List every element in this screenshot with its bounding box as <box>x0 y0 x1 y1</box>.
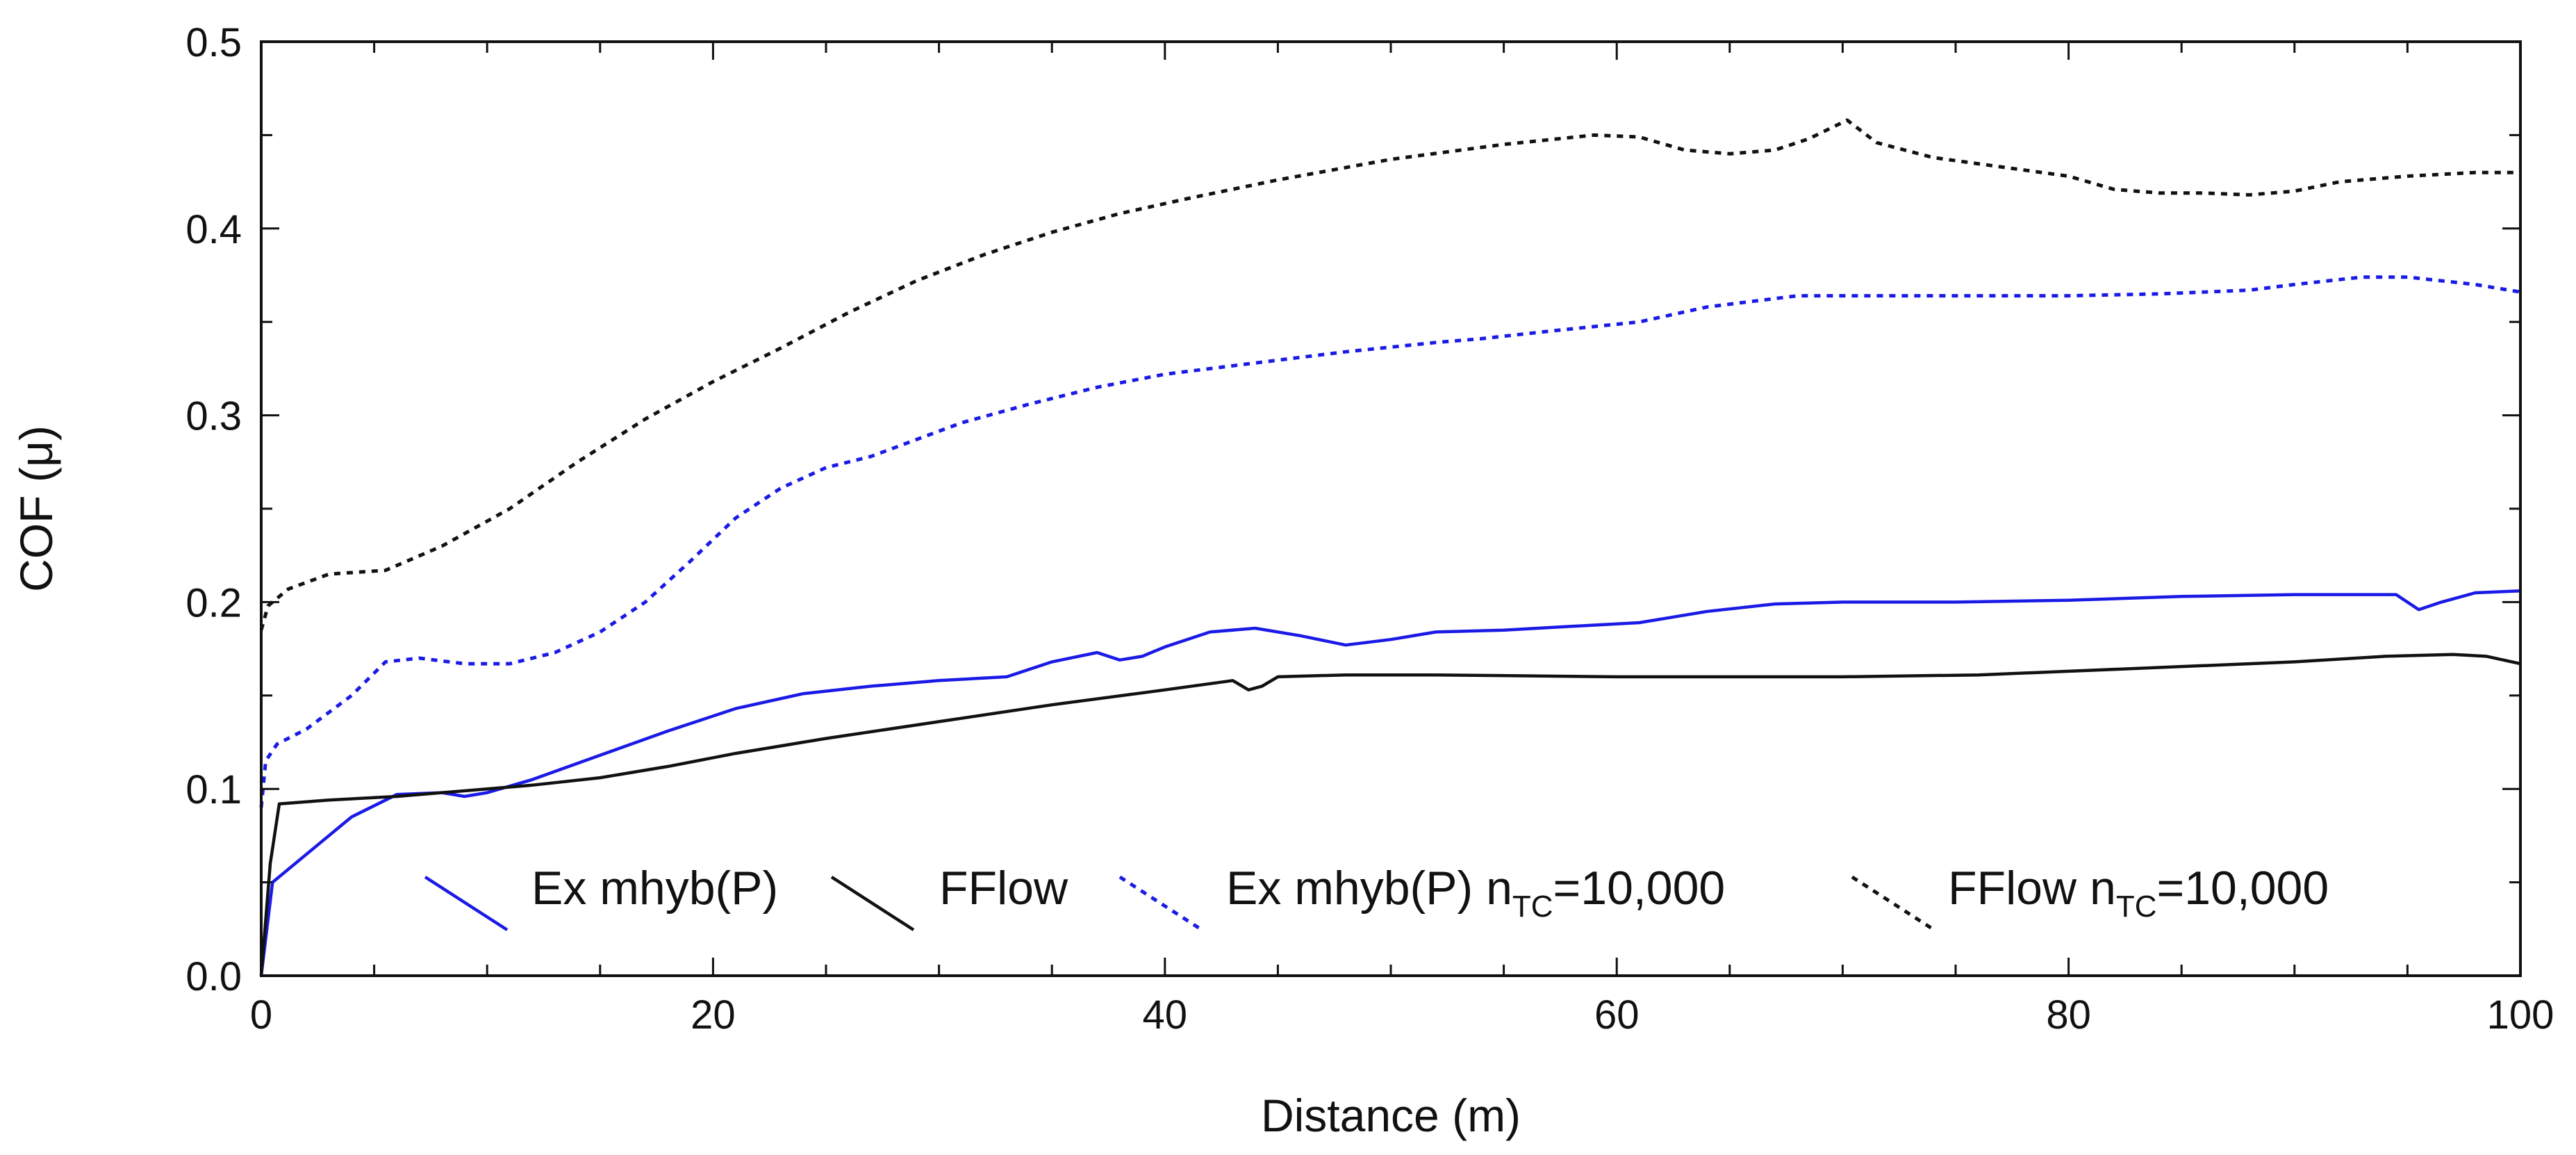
series-line-fflow-ntc <box>259 118 2520 631</box>
legend-label-ex-mhyb-ntc: Ex mhyb(P) nTC=10,000 <box>1226 862 1725 924</box>
legend-label-fflow-ntc: FFlow nTC=10,000 <box>1948 862 2329 924</box>
x-tick-label: 100 <box>2487 992 2554 1038</box>
legend-label-ex-mhyb: Ex mhyb(P) <box>531 862 778 915</box>
legend-swatch-fflow-ntc <box>1851 875 1935 932</box>
x-tick-label: 60 <box>1594 992 1640 1038</box>
y-axis-title: COF (μ) <box>10 425 62 592</box>
y-tick-label: 0.0 <box>185 954 242 999</box>
series-layer <box>259 118 2521 976</box>
series-line-fflow <box>259 653 2521 976</box>
x-tick-labels: 0 20 40 60 80 100 <box>250 992 2554 1038</box>
x-axis-title: Distance (m) <box>1261 1090 1521 1141</box>
y-tick-labels: 0.0 0.1 0.2 0.3 0.4 0.5 <box>185 20 242 999</box>
series-line-ex-mhyb <box>259 589 2521 976</box>
x-tick-label: 20 <box>691 992 736 1038</box>
legend-swatch-ex-mhyb-ntc <box>1118 875 1203 932</box>
y-tick-label: 0.1 <box>185 767 242 812</box>
series-line-ex-mhyb-ntc <box>259 275 2521 808</box>
legend-swatch-fflow <box>830 876 915 931</box>
legend-swatch-ex-mhyb <box>424 876 509 931</box>
tick-marks <box>260 40 2522 977</box>
y-tick-label: 0.5 <box>185 20 242 65</box>
plot-frame <box>260 40 2522 977</box>
x-tick-label: 80 <box>2046 992 2091 1038</box>
y-tick-label: 0.2 <box>185 580 242 625</box>
x-tick-label: 0 <box>250 992 272 1038</box>
y-tick-label: 0.4 <box>185 207 242 252</box>
x-tick-label: 40 <box>1143 992 1188 1038</box>
legend-label-fflow: FFlow <box>939 862 1068 915</box>
y-tick-label: 0.3 <box>185 394 242 439</box>
legend: Ex mhyb(P) FFlow Ex mhyb(P) nTC=10,000 FFlo… <box>424 862 2329 932</box>
